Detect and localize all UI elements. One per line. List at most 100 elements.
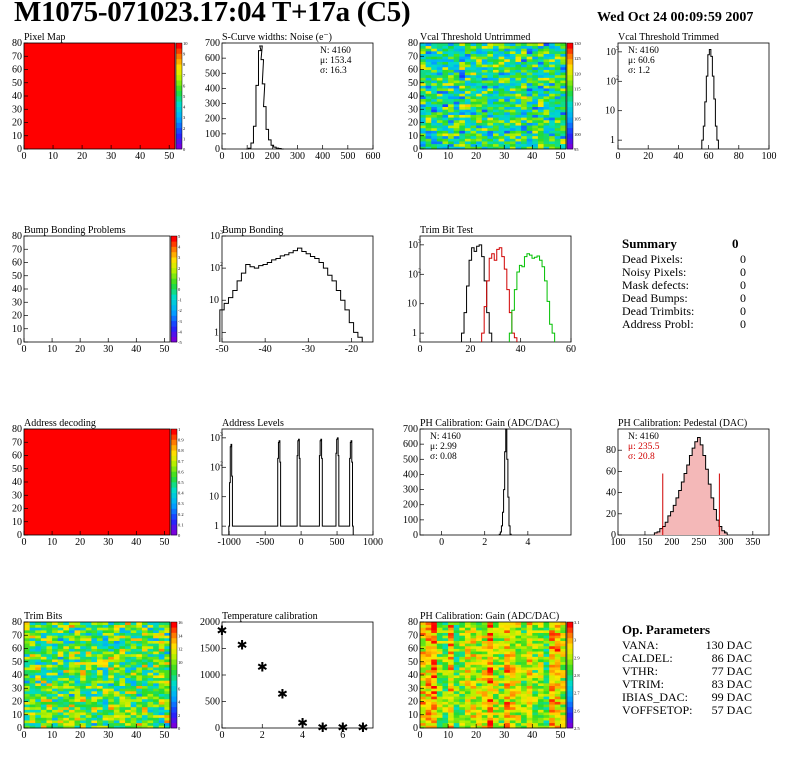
heatmap-cell [487,109,494,113]
heatmap-cell [442,690,449,694]
heatmap-cell [448,706,455,710]
heatmap-cell [141,629,148,633]
heatmap-cell [521,632,528,636]
heatmap-cell [543,706,550,710]
heatmap-cell [29,640,36,644]
heatmap-cell [113,682,120,686]
y-tick-label: 600 [403,439,418,450]
heatmap-cell [147,720,154,724]
heatmap-cell [102,696,109,700]
heatmap-cell [24,698,31,702]
heatmap-cell [453,143,460,147]
heatmap-cell [453,696,460,700]
heatmap-cell [560,651,567,655]
heatmap-cell [459,645,466,649]
heatmap-cell [476,675,483,679]
heatmap-cell [35,648,42,652]
heatmap-cell [431,635,438,639]
heatmap-cell [46,648,53,652]
heatmap-cell [436,629,443,633]
heatmap-cell [487,709,494,713]
heatmap-cell [113,622,120,626]
heatmap-cell [130,656,137,660]
heatmap-cell [436,706,443,710]
heatmap-cell [504,88,511,92]
heatmap-cell [24,712,31,716]
heatmap-cell [554,143,561,147]
heatmap-cell [68,682,75,686]
heatmap-cell [85,659,92,663]
palette-bar-segment [176,85,182,91]
palette-bar-segment [171,497,177,504]
heatmap-cell [537,669,544,673]
heatmap-cell [470,50,477,54]
heatmap-cell [130,714,137,718]
heatmap-cell [453,82,460,86]
heatmap-cell [164,706,171,710]
heatmap-cell [554,72,561,76]
heatmap-cell [549,127,556,131]
heatmap-cell [504,725,511,729]
y-tick-label: 30 [12,104,22,115]
heatmap-cell [436,682,443,686]
heatmap-cell [549,669,556,673]
heatmap-cell [436,624,443,628]
heatmap-cell [74,637,81,641]
heatmap-cell [436,645,443,649]
heatmap-cell [102,701,109,705]
heatmap-cell [431,701,438,705]
heatmap-cell [29,720,36,724]
heatmap-cell [97,635,104,639]
heatmap-cell [125,667,132,671]
heatmap-cell [549,637,556,641]
heatmap-cell [68,640,75,644]
heatmap-cell [537,74,544,78]
heatmap-cell [549,712,556,716]
heatmap-cell [532,690,539,694]
op-parameter-label: CALDEL: [622,651,673,665]
heatmap-cell [80,690,87,694]
palette-bar-segment [171,659,177,665]
heatmap-cell [509,645,516,649]
heatmap-cell [425,127,432,131]
heatmap-cell [554,648,561,652]
heatmap-cell [549,635,556,639]
x-tick-label: 4 [300,730,305,741]
heatmap-cell [431,85,438,89]
heatmap-cell [24,709,31,713]
heatmap-cell [119,722,126,726]
heatmap-cell [113,690,120,694]
heatmap-cell [425,82,432,86]
heatmap-cell [537,111,544,115]
heatmap-cell [431,688,438,692]
op-parameter-label: VOFFSETOP: [622,703,693,717]
heatmap-cell [153,712,160,716]
heatmap-cell [431,685,438,689]
heatmap-cell [509,43,516,47]
heatmap-cell [125,722,132,726]
heatmap-cell [425,651,432,655]
heatmap-cell [459,722,466,726]
heatmap-cell [543,622,550,626]
heatmap-cell [504,664,511,668]
heatmap-cell [113,653,120,657]
heatmap-cell [29,635,36,639]
heatmap-cell [136,725,143,729]
heatmap-cell [537,80,544,84]
palette-bar-segment [567,627,573,633]
heatmap-cell [97,717,104,721]
heatmap-cell [554,45,561,49]
heatmap-cell [29,661,36,665]
heatmap-cell [24,680,31,684]
y-tick-label: 10 [408,710,418,721]
heatmap-cell [164,712,171,716]
heatmap-cell [532,96,539,100]
summary-label: Address Probl: [622,317,694,331]
heatmap-cell [52,701,59,705]
heatmap-cell [35,667,42,671]
heatmap-cell [29,637,36,641]
heatmap-cell [498,69,505,73]
heatmap-cell [52,680,59,684]
heatmap-cell [453,138,460,142]
histogram-line [461,244,493,342]
